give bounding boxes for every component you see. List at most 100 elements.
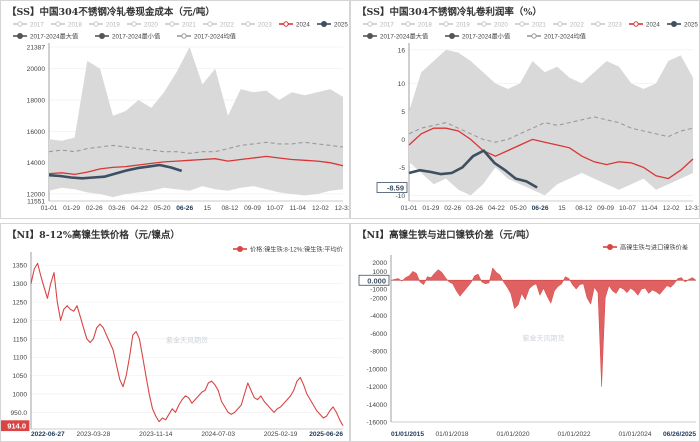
x-tick-label: 04-22 <box>488 205 505 212</box>
watermark: 紫金天风期货 <box>523 334 565 343</box>
x-tick-label: 12-02 <box>663 205 680 212</box>
x-tick-label: 01/01/2018 <box>435 431 468 438</box>
x-tick-label: 2024-07-03 <box>201 431 235 438</box>
series-2024-line <box>408 127 694 180</box>
legend-marker <box>169 21 175 27</box>
legend-label: 2024 <box>646 22 660 29</box>
legend-label: 高镍生铁与进口镍铁价差 <box>620 244 688 252</box>
x-tick-label: 01-29 <box>422 205 439 212</box>
legend-label: 2025 <box>684 22 698 29</box>
panel-ni-npi-price: 【NI】8-12%高镍生铁价格（元/镍点） 价格:镍生铁:8-12%:镍生铁:平… <box>0 223 350 442</box>
y-tick-label: 16000 <box>27 129 46 136</box>
legend-marker <box>595 21 601 27</box>
legend-marker <box>519 21 525 27</box>
x-tick-label: 09-09 <box>244 205 261 212</box>
y-tick-label: 1200 <box>12 318 27 325</box>
x-tick-label: 08-12 <box>575 205 592 212</box>
last-value-box <box>358 274 390 286</box>
legend-marker <box>633 21 639 27</box>
y-tick-label: 1100 <box>13 355 28 362</box>
y-tick-label: 1350 <box>12 263 27 270</box>
y-tick-label: 1300 <box>12 281 27 288</box>
x-tick-label: 15 <box>558 205 566 212</box>
series-2025-line <box>48 163 183 180</box>
legend-label: 2017 <box>30 22 44 29</box>
series-avg-line <box>48 141 344 154</box>
panel-ni-spread: 【NI】高镍生铁与进口镍铁价差（元/吨） 高镍生铁与进口镍铁价差 2000 1000… <box>350 223 700 442</box>
legend-label: 价格:镍生铁:8-12%:镍生铁:平均价 <box>250 246 343 254</box>
series-2025-line <box>408 149 538 189</box>
y-tick-label: -4000 <box>370 313 387 320</box>
y-tick-label: -5 <box>399 165 405 172</box>
y-tick-label: 12000 <box>27 191 46 198</box>
y-tick-label: -6000 <box>370 331 387 338</box>
y-tick-label: 950.0 <box>10 410 27 417</box>
y-tick-label: 914.0 <box>7 422 26 431</box>
legend-label: 2017-2024均值 <box>194 33 236 41</box>
legend-label: 2021 <box>532 22 546 29</box>
y-tick-label: 1000 <box>12 392 27 399</box>
legend-label: 2019 <box>456 22 470 29</box>
x-tick-label: 10-07 <box>267 205 284 212</box>
x-tick-label: 12-31 <box>685 205 700 212</box>
x-tick-label: 2022-06-27 <box>31 431 65 438</box>
y-tick-label: 14000 <box>27 160 46 167</box>
legend-marker <box>321 21 327 27</box>
x-tick-label: 05-20 <box>510 205 527 212</box>
y-tick-label: -10000 <box>366 366 387 373</box>
x-tick-label: 06-26 <box>532 205 549 212</box>
legend-label: 2017-2024最小值 <box>112 33 160 41</box>
legend-label: 2017-2024均值 <box>544 33 586 41</box>
legend-label: 2018 <box>68 22 82 29</box>
x-tick-label: 03-26 <box>108 205 125 212</box>
series-2024-line <box>48 155 344 176</box>
x-tick-label: 12-02 <box>312 205 329 212</box>
x-tick-label: 2023-11-14 <box>139 431 173 438</box>
legend-marker <box>55 21 61 27</box>
x-tick-label: 08-12 <box>221 205 238 212</box>
x-tick-label: 01-01 <box>41 205 58 212</box>
y-tick-label: -12000 <box>366 384 387 391</box>
legend-label: 2022 <box>570 22 584 29</box>
x-tick-label: 2023-03-28 <box>77 431 111 438</box>
series-avg-line <box>408 116 694 143</box>
y-tick-label: 11551 <box>27 199 45 206</box>
chart-title: 【SS】中国304不锈钢冷轧卷利润率（%） <box>357 7 542 18</box>
y-tick-label: 0.000 <box>367 276 386 285</box>
legend-label: 2017-2024最大值 <box>380 33 428 41</box>
legend-label: 2017-2024最大值 <box>30 33 78 41</box>
npi-price-chart: 价格:镍生铁:8-12%:镍生铁:平均价 1350 1300 1250 1200 1150… <box>1 246 344 438</box>
y-tick-label: 21387 <box>27 45 46 52</box>
series-npi-price-line <box>30 262 344 426</box>
range-band-max-min <box>49 47 343 198</box>
legend-label: 2017-2024最小值 <box>462 33 510 41</box>
y-tick-label: -2000 <box>370 295 387 302</box>
x-tick-label: 06-26 <box>176 205 193 212</box>
x-tick-label: 01/01/2022 <box>557 431 590 438</box>
last-value-box <box>1 420 30 432</box>
x-tick-label: 01/01/2015 <box>391 431 424 438</box>
y-tick-label: -14000 <box>366 402 387 409</box>
legend-marker <box>449 33 455 39</box>
legend-label: 2018 <box>418 22 432 29</box>
legend-label: 2023 <box>258 22 272 29</box>
panel-ss-cost: 【SS】中国304不锈钢冷轧卷现金成本（元/吨） 2017 2018 2019 202… <box>0 0 350 219</box>
y-tick-label: -8000 <box>370 349 387 356</box>
y-tick-label: 2000 <box>372 260 387 267</box>
legend-marker <box>405 21 411 27</box>
y-tick-label: 1150 <box>13 336 28 343</box>
legend-marker <box>531 33 537 39</box>
y-tick-label: -10 <box>395 193 405 200</box>
legend-marker <box>367 21 373 27</box>
ss-profit-chart: 2017 2018 2019 2020 2021 2022 2023 2024 2025 2017… <box>363 21 700 212</box>
legend-label: 2024 <box>296 22 310 29</box>
x-tick-label: 06/26/2025 <box>663 431 696 438</box>
legend-label: 2019 <box>106 22 120 29</box>
x-tick-label: 03-26 <box>466 205 483 212</box>
legend-marker <box>181 33 187 39</box>
x-tick-label: 09-09 <box>597 205 614 212</box>
y-tick-label: 1050 <box>12 373 27 380</box>
y-tick-label: -1000 <box>370 287 387 294</box>
x-tick-label: 11-04 <box>290 205 307 212</box>
y-tick-label: -8.59 <box>387 184 404 193</box>
